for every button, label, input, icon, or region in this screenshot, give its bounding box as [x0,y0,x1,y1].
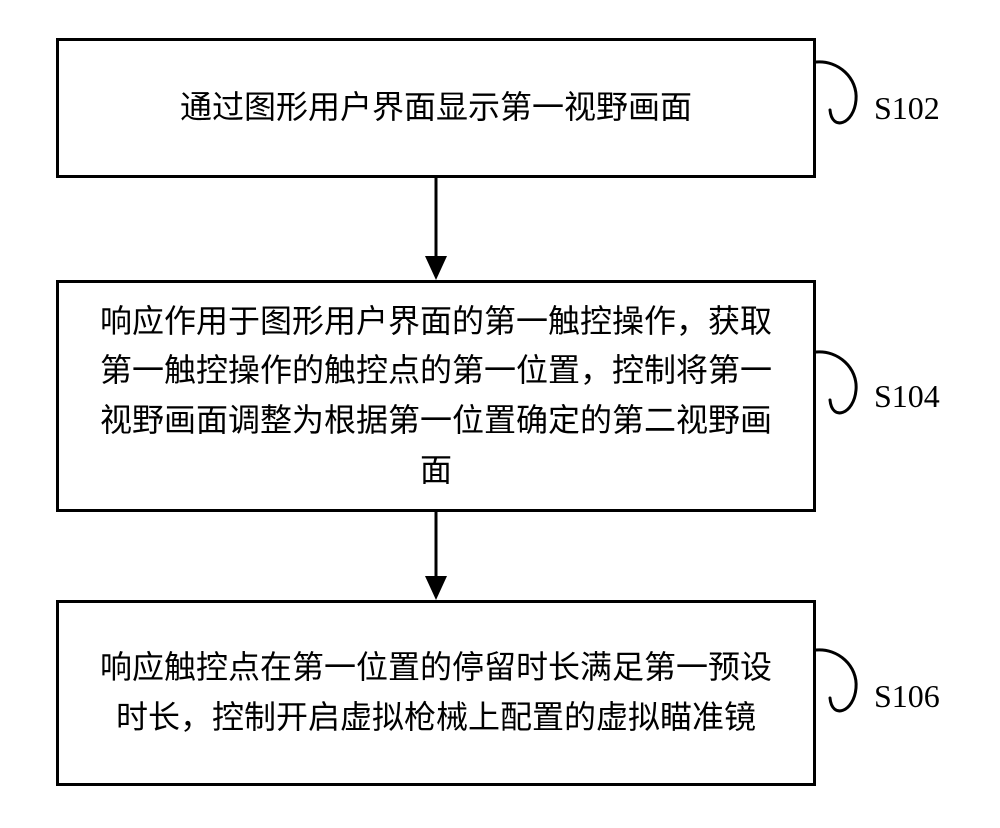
step-label-s106: S106 [874,678,940,715]
flow-node-s104: 响应作用于图形用户界面的第一触控操作，获取第一触控操作的触控点的第一位置，控制将… [56,280,816,512]
flow-node-text: 响应作用于图形用户界面的第一触控操作，获取第一触控操作的触控点的第一位置，控制将… [87,297,785,495]
step-label-s104: S104 [874,378,940,415]
flow-node-s106: 响应触控点在第一位置的停留时长满足第一预设时长，控制开启虚拟枪械上配置的虚拟瞄准… [56,600,816,786]
step-label-s102: S102 [874,90,940,127]
flow-node-s102: 通过图形用户界面显示第一视野画面 [56,38,816,178]
flowchart-canvas: 通过图形用户界面显示第一视野画面 响应作用于图形用户界面的第一触控操作，获取第一… [0,0,1000,828]
flow-node-text: 响应触控点在第一位置的停留时长满足第一预设时长，控制开启虚拟枪械上配置的虚拟瞄准… [87,643,785,742]
flow-node-text: 通过图形用户界面显示第一视野画面 [180,83,692,133]
